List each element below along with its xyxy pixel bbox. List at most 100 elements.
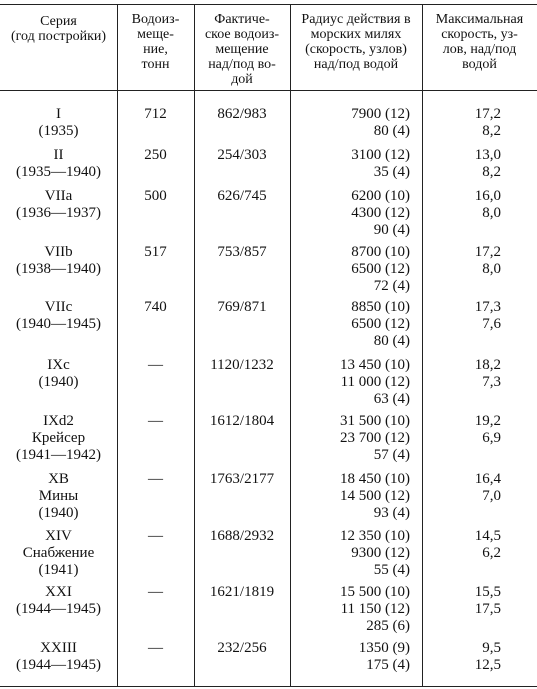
cell-text: XIV <box>45 528 72 544</box>
cell-text: — <box>148 584 163 600</box>
cell-text: 15,5 <box>474 584 501 600</box>
header-text: мещение <box>215 42 269 57</box>
cell-text: 517 <box>144 244 167 260</box>
cell-text: 16,4 <box>474 471 501 487</box>
cell-text: 13 450 (10) <box>340 357 410 373</box>
cell-text: 6,9 <box>482 430 501 446</box>
cell-text: 11 150 (12) <box>340 601 410 617</box>
column-rule <box>117 4 118 686</box>
cell-text: 769/871 <box>217 299 267 315</box>
header-text: (год постройки) <box>10 29 107 44</box>
cell-text: — <box>148 640 163 656</box>
cell-text: 17,5 <box>474 601 501 617</box>
cell-text: VIIc <box>44 299 73 315</box>
cell-text: 740 <box>144 299 167 315</box>
cell-text: 18 450 (10) <box>340 471 410 487</box>
header-text: Водоиз- <box>131 12 180 27</box>
cell-text: (1941) <box>38 562 79 578</box>
header-text: над/под во- <box>208 57 276 72</box>
cell-text: 500 <box>144 188 167 204</box>
cell-text: XB <box>48 471 69 487</box>
cell-text: XXIII <box>40 640 77 656</box>
cell-text: Мины <box>38 488 79 504</box>
cell-text: — <box>148 413 163 429</box>
cell-text: 254/303 <box>217 147 267 163</box>
cell-text: (1935) <box>38 123 79 139</box>
cell-text: 19,2 <box>474 413 501 429</box>
cell-text: 57 (4) <box>373 447 410 463</box>
cell-text: (1944—1945) <box>16 657 101 673</box>
header-text: морских милях <box>310 27 402 42</box>
header-text: Серия <box>40 14 77 29</box>
cell-text: 35 (4) <box>373 164 410 180</box>
cell-text: 3100 (12) <box>351 147 410 163</box>
header-text: дой <box>231 72 253 87</box>
cell-text: — <box>148 528 163 544</box>
cell-text: 1621/1819 <box>209 584 275 600</box>
cell-text: 626/745 <box>217 188 267 204</box>
cell-text: I <box>56 106 61 122</box>
cell-text: 862/983 <box>217 106 267 122</box>
header-text: (скорость, узлов) <box>305 42 407 57</box>
cell-text: 753/857 <box>217 244 267 260</box>
cell-text: 63 (4) <box>373 391 410 407</box>
header-text: ское водоиз- <box>204 27 280 42</box>
cell-text: 1612/1804 <box>209 413 275 429</box>
cell-text: 6,2 <box>482 545 501 561</box>
cell-text: (1936—1937) <box>16 205 101 221</box>
column-rule <box>194 4 195 686</box>
cell-text: 16,0 <box>474 188 501 204</box>
cell-text: (1938—1940) <box>16 261 101 277</box>
bottom-rule <box>0 686 537 687</box>
cell-text: 7900 (12) <box>351 106 410 122</box>
cell-text: 17,2 <box>474 106 501 122</box>
cell-text: 15 500 (10) <box>340 584 410 600</box>
cell-text: 55 (4) <box>373 562 410 578</box>
cell-text: 7,0 <box>482 488 501 504</box>
cell-text: 14 500 (12) <box>340 488 410 504</box>
cell-text: 11 000 (12) <box>340 374 410 390</box>
cell-text: 8850 (10) <box>351 299 410 315</box>
cell-text: 12,5 <box>474 657 501 673</box>
cell-text: 72 (4) <box>373 278 410 294</box>
cell-text: 31 500 (10) <box>340 413 410 429</box>
cell-text: — <box>148 357 163 373</box>
cell-text: IXd2 <box>43 413 74 429</box>
cell-text: 1350 (9) <box>358 640 410 656</box>
cell-text: 250 <box>144 147 167 163</box>
header-text: Фактиче- <box>214 12 270 27</box>
column-rule <box>422 4 423 686</box>
cell-text: 12 350 (10) <box>340 528 410 544</box>
cell-text: (1940) <box>38 374 79 390</box>
cell-text: 80 (4) <box>373 123 410 139</box>
cell-text: 175 (4) <box>366 657 410 673</box>
cell-text: 8,2 <box>482 123 501 139</box>
cell-text: (1940—1945) <box>16 316 101 332</box>
cell-text: II <box>53 147 64 163</box>
cell-text: 1120/1232 <box>210 357 274 373</box>
cell-text: 7,6 <box>482 316 501 332</box>
header-text: Радиус действия в <box>301 12 411 27</box>
cell-text: 712 <box>144 106 167 122</box>
header-text: над/под водой <box>313 57 399 72</box>
header-rule <box>0 90 537 91</box>
cell-text: (1944—1945) <box>16 601 101 617</box>
header-text: водой <box>462 57 497 72</box>
cell-text: 9300 (12) <box>351 545 410 561</box>
cell-text: VIIa <box>44 188 73 204</box>
cell-text: 18,2 <box>474 357 501 373</box>
cell-text: 232/256 <box>217 640 267 656</box>
cell-text: Снабжение <box>22 545 95 561</box>
header-text: скорость, уз- <box>441 27 518 42</box>
column-rule <box>290 4 291 686</box>
header-text: лов, над/под <box>442 42 517 57</box>
cell-text: 90 (4) <box>373 222 410 238</box>
cell-text: (1941—1942) <box>16 447 101 463</box>
cell-text: 17,2 <box>474 244 501 260</box>
cell-text: 7,3 <box>482 374 501 390</box>
cell-text: 8,2 <box>482 164 501 180</box>
cell-text: 80 (4) <box>373 333 410 349</box>
cell-text: 6200 (10) <box>351 188 410 204</box>
cell-text: — <box>148 471 163 487</box>
